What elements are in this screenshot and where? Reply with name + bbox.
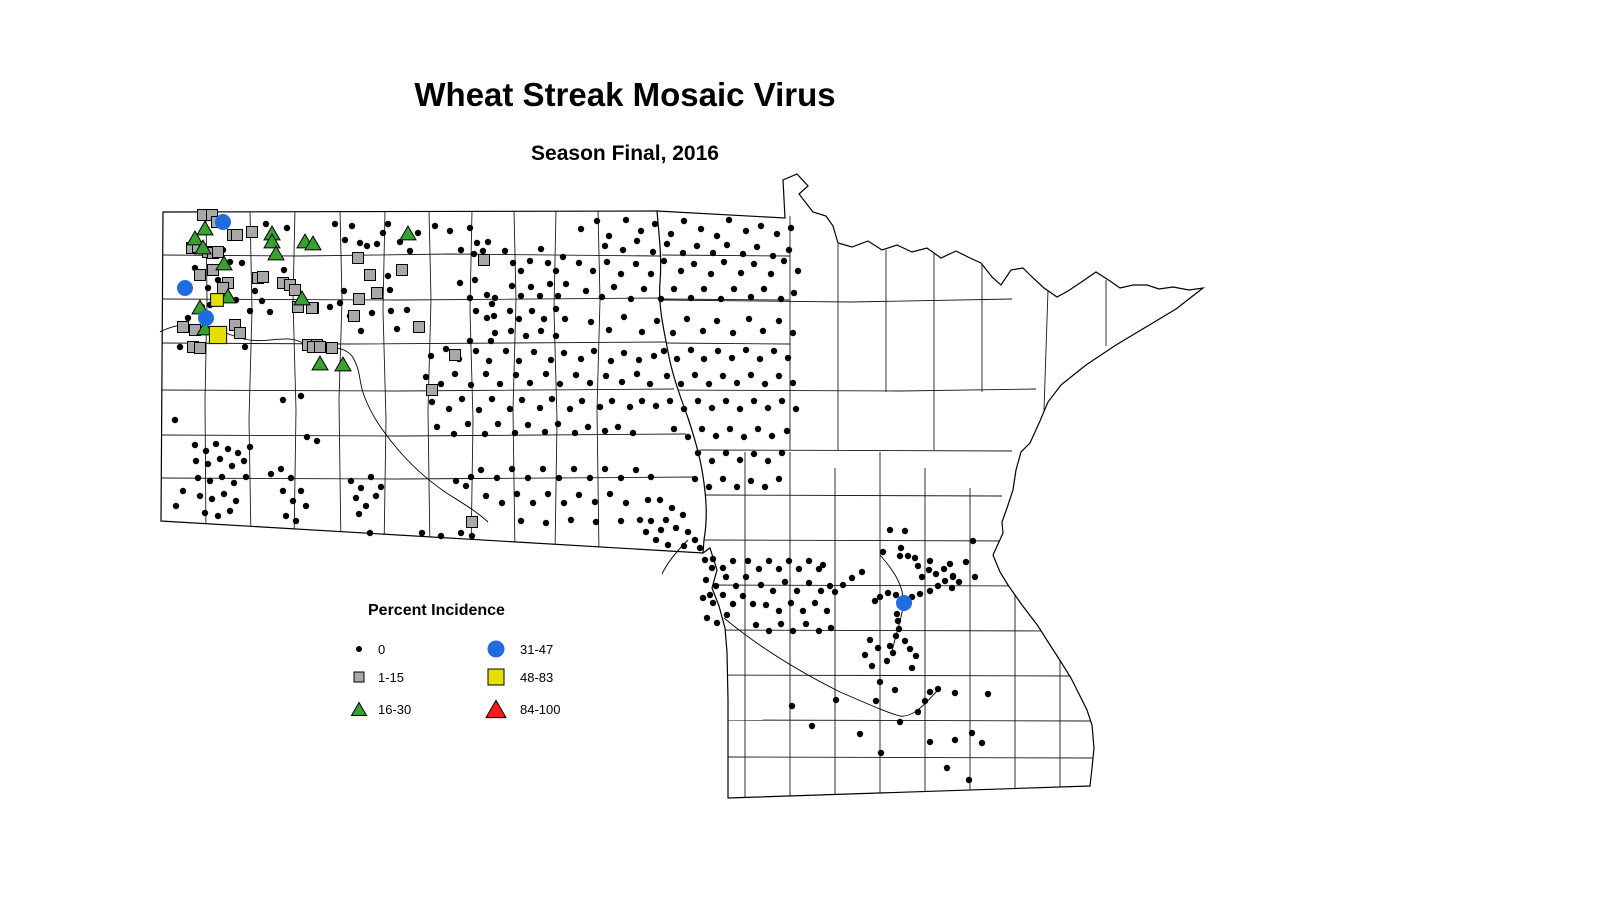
legend-label: 0	[378, 641, 386, 657]
missouri-river	[159, 324, 489, 523]
page-title: Wheat Streak Mosaic Virus	[414, 76, 836, 113]
legend-label: 48-83	[520, 669, 554, 685]
north-dakota-outline	[160, 210, 707, 554]
legend-label: 16-30	[378, 701, 412, 717]
yellow-square-icon	[487, 668, 505, 686]
legend-item-2: 16-30	[347, 697, 411, 721]
legend-item-0: 0	[347, 637, 385, 661]
page-subtitle: Season Final, 2016	[531, 142, 719, 165]
black-dot-icon	[356, 646, 362, 652]
legend-label: 31-47	[520, 641, 554, 657]
legend-heading: Percent Incidence	[368, 602, 505, 619]
legend-label: 84-100	[520, 701, 561, 717]
bois-de-sioux-river	[661, 539, 689, 575]
legend-item-5: 84-100	[484, 697, 560, 721]
dot-layer	[171, 216, 992, 784]
county-lines-minnesota	[659, 216, 1107, 798]
minnesota-river	[723, 617, 941, 717]
blue-circle-icon	[487, 640, 505, 658]
legend-item-1: 1-15	[347, 665, 404, 689]
legend-item-4: 48-83	[484, 665, 553, 689]
legend-label: 1-15	[378, 669, 405, 685]
state-outlines	[160, 173, 1206, 799]
gray-square-icon	[353, 671, 365, 683]
minnesota-outline	[656, 173, 1206, 799]
incidence-markers-layer	[171, 209, 992, 784]
yellow-square-layer	[208, 293, 228, 345]
blue-circle-layer	[177, 214, 912, 611]
red-triangle-icon	[485, 699, 507, 719]
green-triangle-layer	[186, 220, 417, 372]
green-triangle-icon	[350, 701, 368, 716]
legend-item-3: 31-47	[484, 637, 553, 661]
